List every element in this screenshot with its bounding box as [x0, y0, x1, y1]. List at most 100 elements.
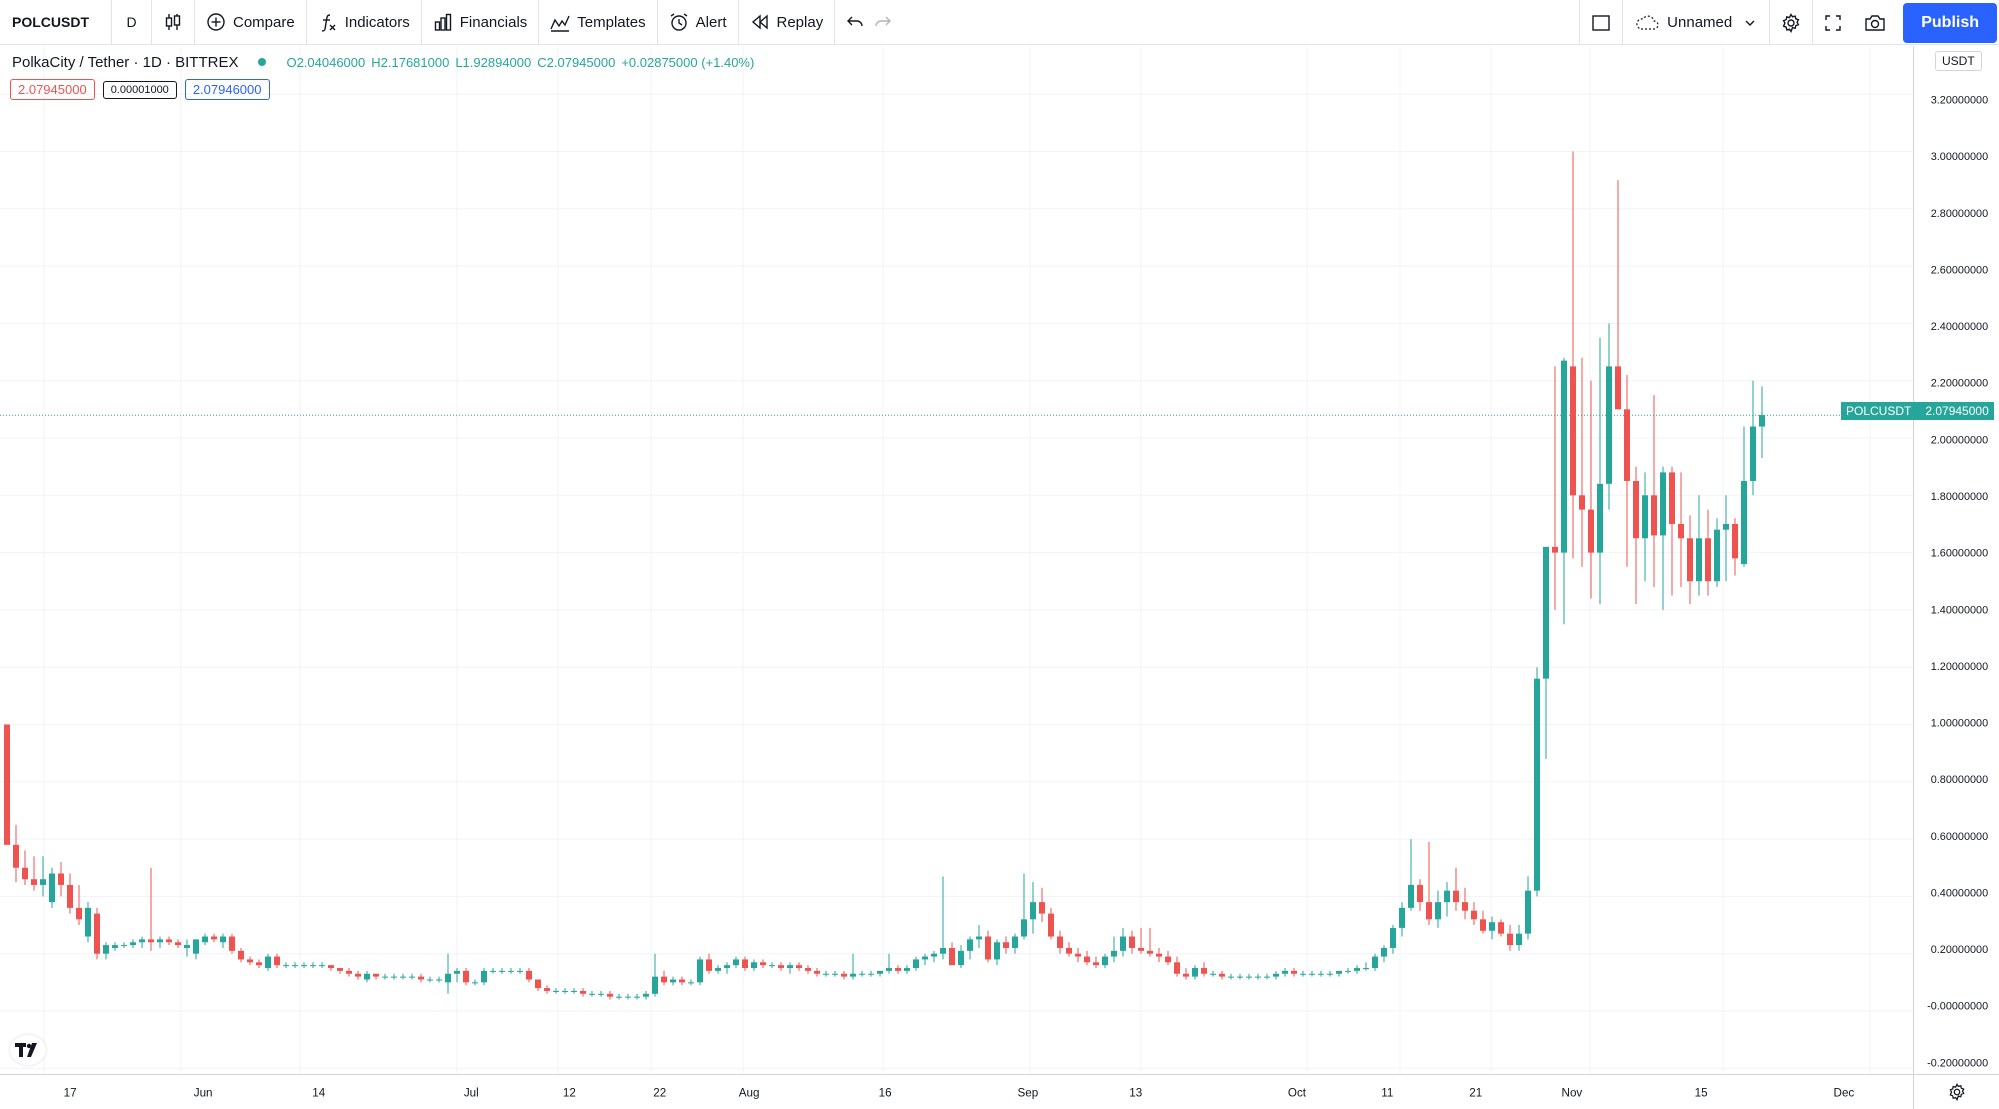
candle-body	[1372, 956, 1378, 969]
candle	[1516, 925, 1522, 951]
time-tick-label: 14	[312, 1086, 325, 1099]
candle	[382, 973, 388, 980]
candle-body	[553, 990, 559, 992]
time-tick-label: Dec	[1834, 1086, 1855, 1099]
symbol-search-button[interactable]: POLCUSDT	[0, 0, 112, 45]
candle	[1750, 380, 1756, 496]
fullscreen-icon	[1825, 14, 1841, 31]
candle-body	[157, 939, 163, 943]
candle-body	[1255, 976, 1261, 978]
series-title[interactable]: PolkaCity / Tether · 1D · BITTREX	[12, 53, 239, 71]
price-axis[interactable]: 3.20000000 3.00000000 2.80000000 2.60000000…	[1913, 46, 1999, 1074]
chart-style-button[interactable]	[152, 0, 195, 45]
candle-body	[40, 879, 46, 885]
interval-button[interactable]: D	[112, 0, 152, 45]
candle	[157, 936, 163, 948]
candle	[301, 962, 307, 969]
time-tick-label: Aug	[739, 1086, 760, 1099]
candle	[508, 968, 514, 974]
candle-body	[1057, 936, 1063, 948]
price-tick-label: 1.20000000	[1931, 661, 1988, 673]
fullscreen-button[interactable]	[1813, 0, 1853, 45]
candle-body	[193, 939, 199, 954]
candle	[940, 876, 946, 960]
candle-body	[274, 956, 280, 966]
candle	[670, 976, 676, 986]
candle-body	[778, 965, 784, 969]
tradingview-logo[interactable]	[10, 1035, 46, 1065]
currency-label[interactable]: USDT	[1935, 51, 1982, 71]
layout-select-button[interactable]	[1579, 0, 1624, 45]
replay-button[interactable]: Replay	[739, 0, 836, 45]
candle-body	[1714, 529, 1720, 582]
candle-body	[229, 936, 235, 951]
layout-name: Unnamed	[1667, 14, 1733, 31]
candle	[778, 962, 784, 971]
candle	[499, 968, 505, 974]
templates-button[interactable]: Templates	[539, 0, 658, 45]
undo-icon[interactable]	[846, 13, 864, 31]
alert-button[interactable]: Alert	[658, 0, 739, 45]
layout-name-button[interactable]: Unnamed	[1623, 0, 1771, 45]
buy-button[interactable]: 2.07946000	[184, 79, 270, 100]
settings-button[interactable]	[1770, 0, 1814, 45]
candle-body	[940, 947, 946, 954]
candle	[1633, 466, 1639, 605]
candle-body	[922, 956, 928, 960]
indicators-button[interactable]: Indicators	[307, 0, 422, 45]
candle	[1264, 973, 1270, 980]
candle-body	[238, 950, 244, 960]
candle	[1408, 839, 1414, 911]
candle	[1660, 466, 1666, 610]
compare-button[interactable]: Compare	[195, 0, 307, 45]
candle-body	[202, 936, 208, 943]
redo-icon[interactable]	[874, 13, 892, 31]
candle-body	[877, 970, 883, 974]
candle-body	[562, 990, 568, 992]
candles-icon	[165, 14, 181, 30]
candle-body	[1147, 950, 1153, 954]
candle-body	[868, 973, 874, 975]
candle-body	[31, 879, 37, 885]
price-tick-label: 1.80000000	[1931, 491, 1988, 503]
candle-body	[1093, 962, 1099, 966]
price-tick-label: 1.40000000	[1931, 604, 1988, 616]
candle	[1417, 879, 1423, 911]
candle-body	[823, 973, 829, 975]
sell-button[interactable]: 2.07945000	[10, 79, 95, 100]
candle	[1138, 927, 1144, 954]
candle	[490, 968, 496, 974]
snapshot-button[interactable]	[1853, 0, 1897, 45]
candle	[850, 953, 856, 980]
financials-button[interactable]: Financials	[422, 0, 540, 45]
candle-body	[1390, 927, 1396, 948]
time-tick-label: 16	[879, 1086, 892, 1099]
candle	[643, 990, 649, 1000]
candle-body	[481, 970, 487, 983]
chart-pane[interactable]	[0, 46, 1913, 1074]
axis-settings-button[interactable]	[1913, 1074, 1999, 1109]
candle-body	[931, 953, 937, 957]
candle	[733, 956, 739, 969]
candle-body	[733, 959, 739, 966]
candle-body	[1597, 483, 1603, 553]
candle-body	[1156, 953, 1162, 957]
candle-body	[688, 982, 694, 984]
candle	[247, 956, 253, 966]
time-tick-label: 11	[1381, 1086, 1393, 1099]
candle-body	[1354, 968, 1360, 971]
candle	[1219, 970, 1225, 980]
candle	[1381, 945, 1387, 963]
candle-body	[1669, 472, 1675, 524]
candle-body	[247, 959, 253, 963]
candle	[472, 979, 478, 986]
candle-body	[1363, 968, 1369, 970]
candle	[1327, 970, 1333, 977]
candle-body	[1426, 902, 1432, 920]
publish-button[interactable]: Publish	[1903, 2, 1997, 43]
candle-body	[796, 965, 802, 969]
candle-body	[148, 939, 154, 943]
time-axis[interactable]: 17 Jun 14 Jul 12 22 Aug 16 Sep 13 Oct 11 21 Nov 15 Dec	[0, 1074, 1913, 1109]
candle	[787, 962, 793, 974]
candle-body	[1210, 973, 1216, 975]
